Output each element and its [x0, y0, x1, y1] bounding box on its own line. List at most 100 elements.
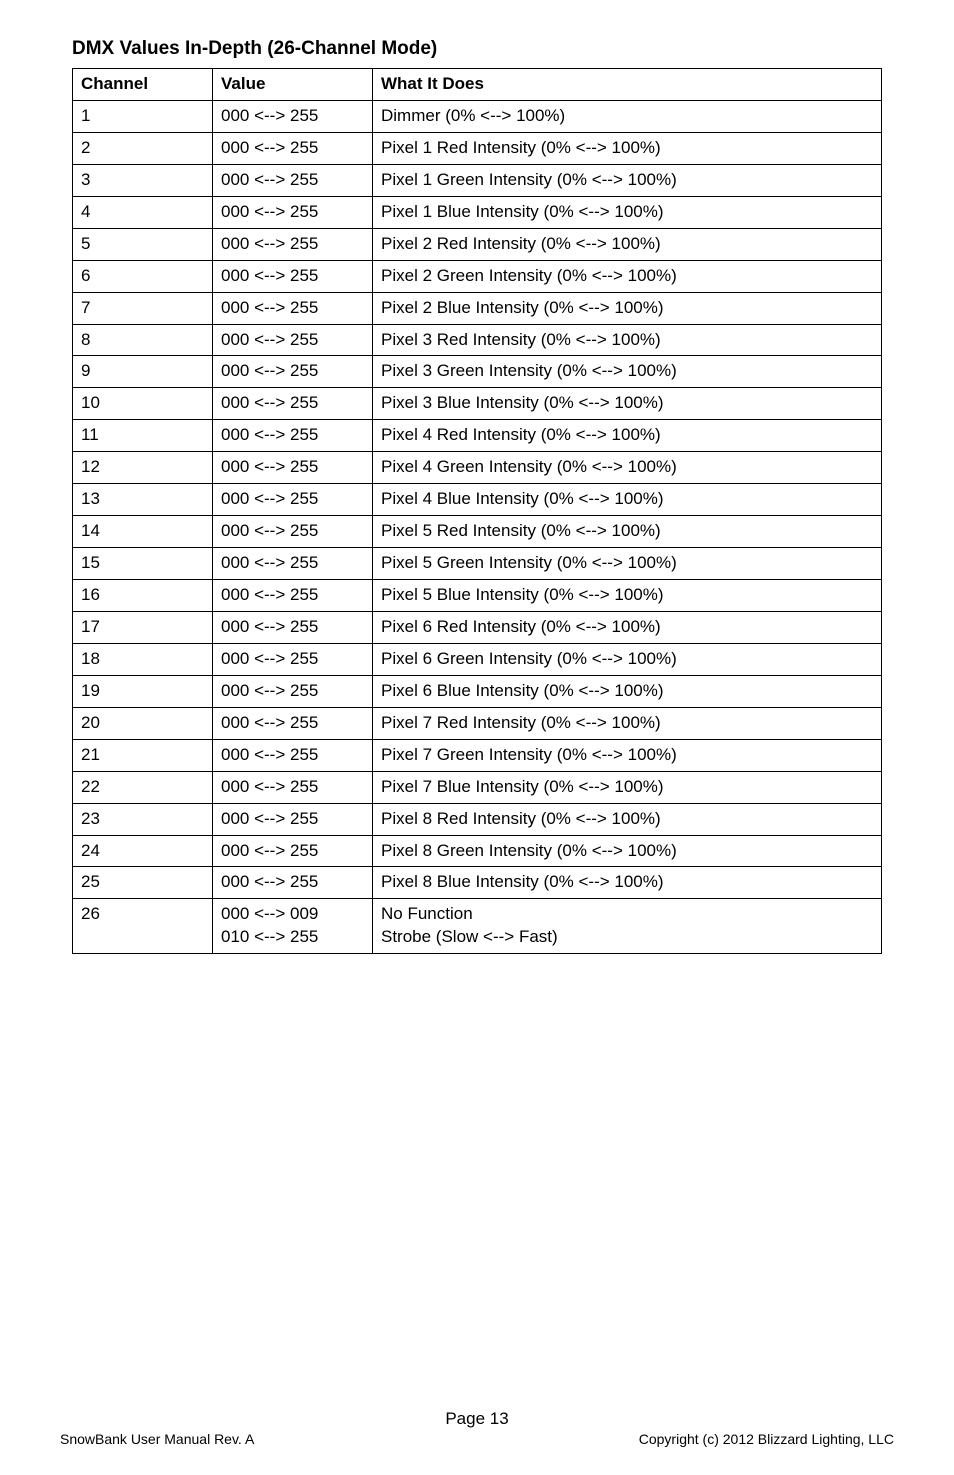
- cell-what: Pixel 6 Blue Intensity (0% <--> 100%): [373, 675, 882, 707]
- table-row: 9000 <--> 255Pixel 3 Green Intensity (0%…: [73, 356, 882, 388]
- cell-value: 000 <--> 255: [213, 643, 373, 675]
- cell-what: Pixel 1 Green Intensity (0% <--> 100%): [373, 164, 882, 196]
- cell-what: Pixel 8 Blue Intensity (0% <--> 100%): [373, 867, 882, 899]
- table-row: 16000 <--> 255Pixel 5 Blue Intensity (0%…: [73, 580, 882, 612]
- table-row: 13000 <--> 255Pixel 4 Blue Intensity (0%…: [73, 484, 882, 516]
- cell-what: Pixel 4 Green Intensity (0% <--> 100%): [373, 452, 882, 484]
- cell-channel: 23: [73, 803, 213, 835]
- cell-channel: 11: [73, 420, 213, 452]
- cell-what: Pixel 2 Blue Intensity (0% <--> 100%): [373, 292, 882, 324]
- cell-channel: 5: [73, 228, 213, 260]
- cell-value: 000 <--> 255: [213, 516, 373, 548]
- cell-what: Pixel 3 Red Intensity (0% <--> 100%): [373, 324, 882, 356]
- cell-what: Pixel 4 Red Intensity (0% <--> 100%): [373, 420, 882, 452]
- table-row: 18000 <--> 255Pixel 6 Green Intensity (0…: [73, 643, 882, 675]
- table-row: 15000 <--> 255Pixel 5 Green Intensity (0…: [73, 548, 882, 580]
- page-footer: Page 13 SnowBank User Manual Rev. A Copy…: [0, 1409, 954, 1447]
- cell-what: Pixel 4 Blue Intensity (0% <--> 100%): [373, 484, 882, 516]
- cell-what: Pixel 7 Green Intensity (0% <--> 100%): [373, 739, 882, 771]
- header-value: Value: [213, 69, 373, 101]
- cell-channel: 7: [73, 292, 213, 324]
- cell-channel: 13: [73, 484, 213, 516]
- cell-channel: 15: [73, 548, 213, 580]
- cell-value: 000 <--> 255: [213, 675, 373, 707]
- header-channel: Channel: [73, 69, 213, 101]
- page: DMX Values In-Depth (26-Channel Mode) Ch…: [0, 0, 954, 1475]
- cell-what: Pixel 7 Blue Intensity (0% <--> 100%): [373, 771, 882, 803]
- cell-channel: 6: [73, 260, 213, 292]
- table-header-row: Channel Value What It Does: [73, 69, 882, 101]
- cell-channel: 22: [73, 771, 213, 803]
- cell-channel: 2: [73, 132, 213, 164]
- cell-what: Pixel 1 Red Intensity (0% <--> 100%): [373, 132, 882, 164]
- cell-channel: 1: [73, 100, 213, 132]
- cell-value: 000 <--> 255: [213, 707, 373, 739]
- cell-value: 000 <--> 009010 <--> 255: [213, 899, 373, 954]
- table-row: 20000 <--> 255Pixel 7 Red Intensity (0% …: [73, 707, 882, 739]
- cell-what: Pixel 3 Green Intensity (0% <--> 100%): [373, 356, 882, 388]
- table-row: 11000 <--> 255Pixel 4 Red Intensity (0% …: [73, 420, 882, 452]
- page-number: Page 13: [0, 1409, 954, 1429]
- cell-value: 000 <--> 255: [213, 867, 373, 899]
- cell-what: Pixel 8 Green Intensity (0% <--> 100%): [373, 835, 882, 867]
- cell-what: No FunctionStrobe (Slow <--> Fast): [373, 899, 882, 954]
- footer-right: Copyright (c) 2012 Blizzard Lighting, LL…: [639, 1431, 894, 1447]
- table-row: 21000 <--> 255Pixel 7 Green Intensity (0…: [73, 739, 882, 771]
- cell-value: 000 <--> 255: [213, 580, 373, 612]
- cell-value: 000 <--> 255: [213, 739, 373, 771]
- table-row: 6000 <--> 255Pixel 2 Green Intensity (0%…: [73, 260, 882, 292]
- cell-value: 000 <--> 255: [213, 324, 373, 356]
- table-row: 22000 <--> 255Pixel 7 Blue Intensity (0%…: [73, 771, 882, 803]
- cell-channel: 4: [73, 196, 213, 228]
- table-row: 1000 <--> 255Dimmer (0% <--> 100%): [73, 100, 882, 132]
- cell-value: 000 <--> 255: [213, 388, 373, 420]
- cell-what: Pixel 7 Red Intensity (0% <--> 100%): [373, 707, 882, 739]
- cell-channel: 17: [73, 611, 213, 643]
- cell-value: 000 <--> 255: [213, 228, 373, 260]
- cell-what: Pixel 5 Green Intensity (0% <--> 100%): [373, 548, 882, 580]
- cell-what: Pixel 2 Red Intensity (0% <--> 100%): [373, 228, 882, 260]
- cell-channel: 12: [73, 452, 213, 484]
- cell-what: Pixel 5 Blue Intensity (0% <--> 100%): [373, 580, 882, 612]
- cell-value: 000 <--> 255: [213, 803, 373, 835]
- table-row: 7000 <--> 255Pixel 2 Blue Intensity (0% …: [73, 292, 882, 324]
- cell-value: 000 <--> 255: [213, 611, 373, 643]
- table-row: 4000 <--> 255Pixel 1 Blue Intensity (0% …: [73, 196, 882, 228]
- table-row: 24000 <--> 255Pixel 8 Green Intensity (0…: [73, 835, 882, 867]
- cell-what: Pixel 6 Red Intensity (0% <--> 100%): [373, 611, 882, 643]
- dmx-table: Channel Value What It Does 1000 <--> 255…: [72, 68, 882, 954]
- cell-channel: 16: [73, 580, 213, 612]
- cell-channel: 8: [73, 324, 213, 356]
- cell-channel: 9: [73, 356, 213, 388]
- cell-value: 000 <--> 255: [213, 100, 373, 132]
- cell-what: Pixel 2 Green Intensity (0% <--> 100%): [373, 260, 882, 292]
- cell-channel: 19: [73, 675, 213, 707]
- table-row: 10000 <--> 255Pixel 3 Blue Intensity (0%…: [73, 388, 882, 420]
- cell-channel: 21: [73, 739, 213, 771]
- cell-channel: 18: [73, 643, 213, 675]
- cell-what: Pixel 8 Red Intensity (0% <--> 100%): [373, 803, 882, 835]
- cell-channel: 25: [73, 867, 213, 899]
- cell-value: 000 <--> 255: [213, 484, 373, 516]
- cell-what: Dimmer (0% <--> 100%): [373, 100, 882, 132]
- cell-what: Pixel 3 Blue Intensity (0% <--> 100%): [373, 388, 882, 420]
- table-row: 17000 <--> 255Pixel 6 Red Intensity (0% …: [73, 611, 882, 643]
- table-row: 8000 <--> 255Pixel 3 Red Intensity (0% <…: [73, 324, 882, 356]
- table-row: 26000 <--> 009010 <--> 255No FunctionStr…: [73, 899, 882, 954]
- table-row: 3000 <--> 255Pixel 1 Green Intensity (0%…: [73, 164, 882, 196]
- cell-value: 000 <--> 255: [213, 292, 373, 324]
- cell-what: Pixel 5 Red Intensity (0% <--> 100%): [373, 516, 882, 548]
- cell-value: 000 <--> 255: [213, 164, 373, 196]
- footer-left: SnowBank User Manual Rev. A: [60, 1431, 254, 1447]
- cell-what: Pixel 1 Blue Intensity (0% <--> 100%): [373, 196, 882, 228]
- table-row: 23000 <--> 255Pixel 8 Red Intensity (0% …: [73, 803, 882, 835]
- cell-value: 000 <--> 255: [213, 548, 373, 580]
- cell-value: 000 <--> 255: [213, 196, 373, 228]
- cell-channel: 14: [73, 516, 213, 548]
- cell-channel: 26: [73, 899, 213, 954]
- cell-value: 000 <--> 255: [213, 132, 373, 164]
- table-row: 14000 <--> 255Pixel 5 Red Intensity (0% …: [73, 516, 882, 548]
- cell-value: 000 <--> 255: [213, 420, 373, 452]
- table-row: 2000 <--> 255Pixel 1 Red Intensity (0% <…: [73, 132, 882, 164]
- cell-value: 000 <--> 255: [213, 835, 373, 867]
